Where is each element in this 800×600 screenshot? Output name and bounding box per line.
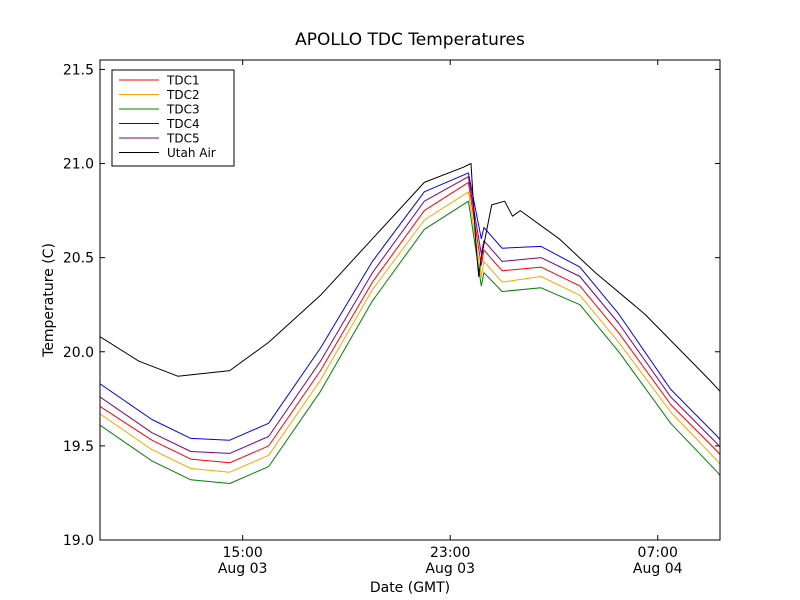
plot-area-frame [99,59,721,541]
legend-label: Utah Air [167,146,216,160]
y-tick-label: 21.5 [63,62,94,78]
y-axis-label: Temperature (C) [41,243,57,358]
series-line-utah-air [100,163,720,393]
x-tick-label-time: 23:00 [430,545,470,561]
chart-title: APOLLO TDC Temperatures [295,30,525,50]
legend-label: TDC2 [166,88,200,102]
legend-label: TDC1 [166,74,200,88]
y-tick-label: 20.0 [63,345,94,361]
series-line-tdc5 [100,176,720,454]
y-tick-label: 20.5 [63,251,94,267]
x-tick-label-time: 07:00 [638,545,678,561]
legend-label: TDC5 [166,132,200,146]
series-line-tdc1 [100,181,720,464]
series-layer [100,163,720,484]
series-line-tdc4 [100,172,720,441]
y-tick-label: 19.0 [63,533,94,549]
legend-label: TDC4 [166,117,200,131]
series-line-tdc2 [100,191,720,473]
series-line-tdc3 [100,200,720,484]
legend-box [111,69,235,167]
y-tick-label: 21.0 [63,157,94,173]
x-axis-label: Date (GMT) [370,580,450,596]
x-tick-label-date: Aug 03 [425,561,475,577]
legend-label: TDC3 [166,103,200,117]
x-tick-label-date: Aug 03 [218,561,268,577]
y-tick-label: 19.5 [63,439,94,455]
x-tick-label-date: Aug 04 [633,561,683,577]
x-tick-label-time: 15:00 [222,545,262,561]
